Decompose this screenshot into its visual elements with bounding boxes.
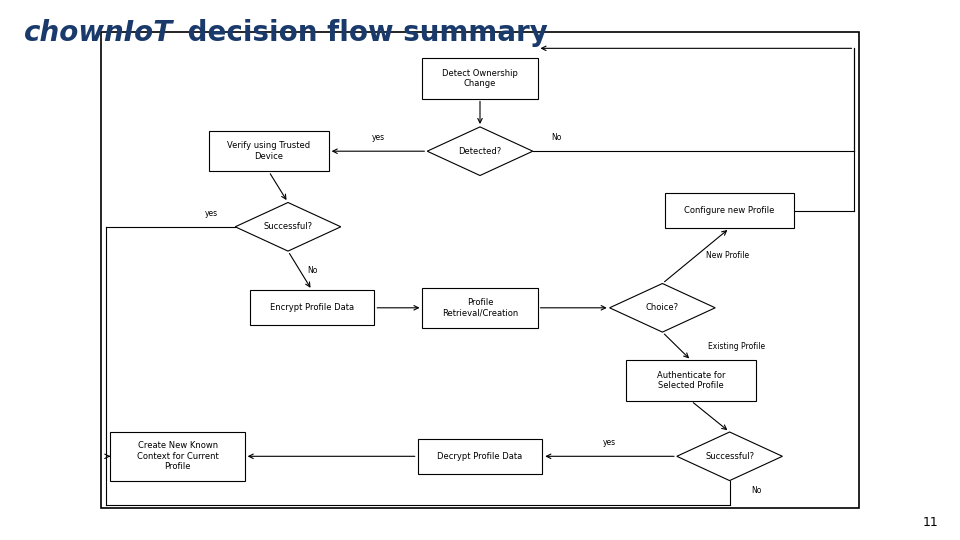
Text: Profile
Retrieval/Creation: Profile Retrieval/Creation: [442, 298, 518, 318]
Text: 11: 11: [924, 516, 939, 529]
Polygon shape: [610, 284, 715, 332]
Text: Existing Profile: Existing Profile: [708, 342, 766, 351]
Text: decision flow summary: decision flow summary: [178, 19, 547, 47]
Polygon shape: [677, 432, 782, 481]
Text: Configure new Profile: Configure new Profile: [684, 206, 775, 215]
FancyBboxPatch shape: [209, 131, 328, 172]
Text: yes: yes: [372, 133, 385, 142]
Text: Encrypt Profile Data: Encrypt Profile Data: [270, 303, 354, 312]
FancyBboxPatch shape: [664, 193, 795, 228]
Text: Authenticate for
Selected Profile: Authenticate for Selected Profile: [657, 371, 726, 390]
Text: Decrypt Profile Data: Decrypt Profile Data: [438, 452, 522, 461]
Text: No: No: [552, 133, 562, 142]
Text: Detected?: Detected?: [458, 147, 502, 156]
FancyBboxPatch shape: [110, 432, 245, 481]
Text: New Profile: New Profile: [706, 251, 749, 260]
FancyBboxPatch shape: [626, 361, 756, 401]
Text: yes: yes: [603, 438, 616, 447]
Text: No: No: [752, 486, 761, 495]
Text: yes: yes: [204, 209, 218, 218]
Polygon shape: [427, 127, 533, 176]
Text: chownIoT: chownIoT: [24, 19, 173, 47]
FancyBboxPatch shape: [250, 291, 374, 325]
Text: Choice?: Choice?: [646, 303, 679, 312]
Text: Detect Ownership
Change: Detect Ownership Change: [442, 69, 518, 88]
FancyBboxPatch shape: [422, 287, 538, 328]
Text: Successful?: Successful?: [263, 222, 313, 231]
Text: Verify using Trusted
Device: Verify using Trusted Device: [228, 141, 310, 161]
FancyBboxPatch shape: [418, 438, 542, 474]
Text: No: No: [307, 266, 317, 275]
Text: Successful?: Successful?: [705, 452, 755, 461]
Polygon shape: [235, 202, 341, 251]
FancyBboxPatch shape: [422, 58, 538, 98]
Text: Create New Known
Context for Current
Profile: Create New Known Context for Current Pro…: [136, 441, 219, 471]
